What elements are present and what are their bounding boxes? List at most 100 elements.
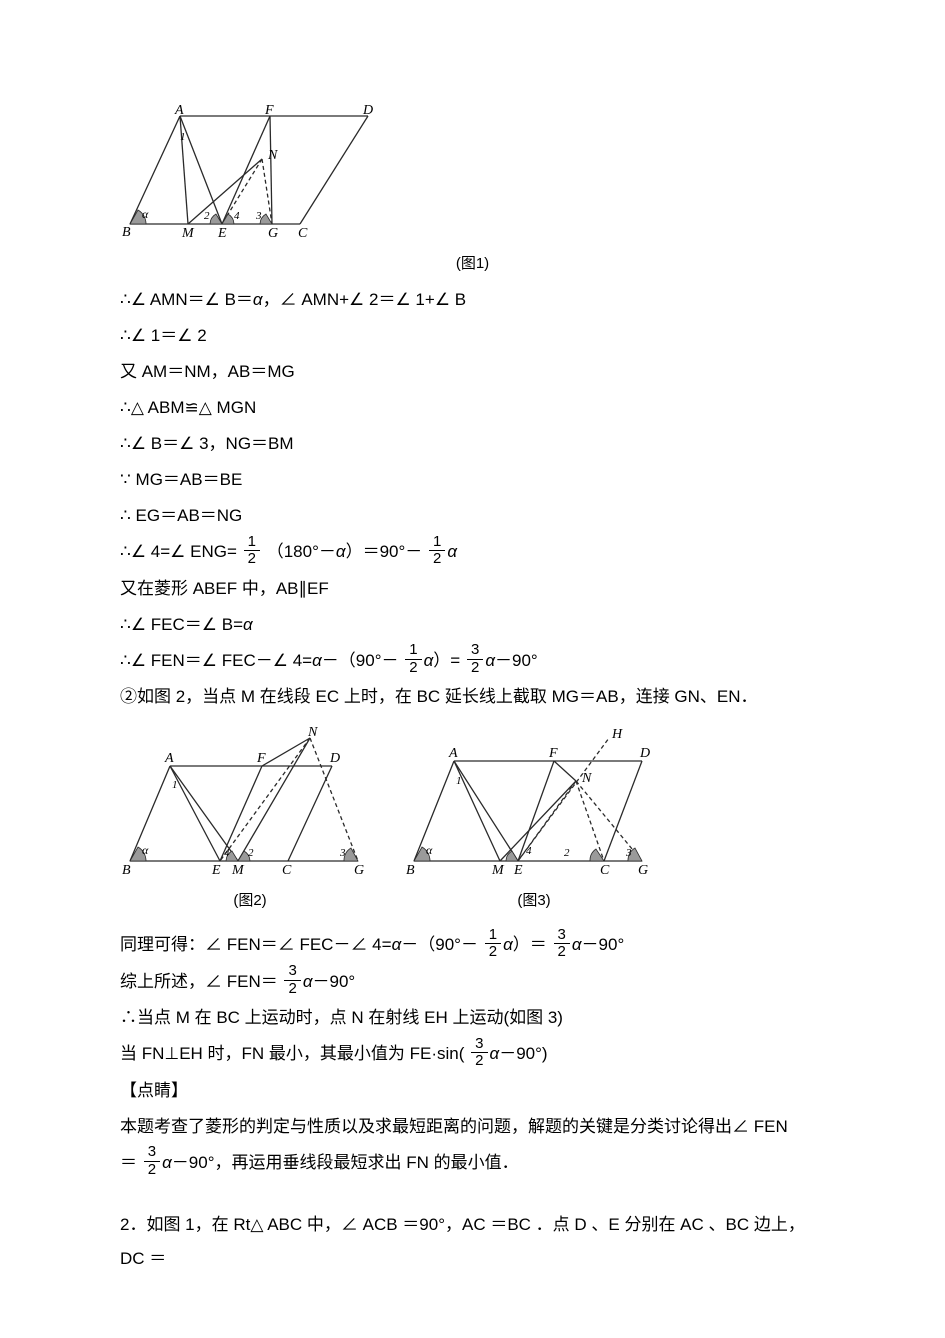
svg-text:E: E	[513, 863, 523, 876]
svg-text:H: H	[611, 727, 623, 742]
line-12: ②如图 2，当点 M 在线段 EC 上时，在 BC 延长线上截取 MG＝AB，连…	[120, 680, 825, 714]
alpha-9: α	[503, 935, 513, 954]
alpha-6: α	[424, 651, 434, 670]
line-11a: ∴∠ FEN＝∠ FEC－∠ 4=	[120, 651, 312, 670]
line-7: ∴ EG＝AB＝NG	[120, 499, 825, 533]
alpha-5: α	[312, 651, 322, 670]
frac-num: 1	[485, 927, 501, 945]
line-11b: －（90°－	[322, 651, 399, 670]
frac-num: 1	[429, 534, 445, 552]
frac-threehalf-3: 3 2	[284, 963, 300, 997]
alpha-13: α	[162, 1153, 172, 1172]
line-14: 综上所述，∠ FEN＝ 3 2 α－90°	[120, 965, 825, 1000]
alpha-8: α	[392, 935, 402, 954]
line-5: ∴∠ B＝∠ 3，NG＝BM	[120, 427, 825, 461]
line-13: 同理可得：∠ FEN＝∠ FEC－∠ 4=α－（90°－ 1 2 α）＝ 3 2…	[120, 928, 825, 963]
line-4: ∴△ ABM≌△ MGN	[120, 391, 825, 425]
frac-half-4: 1 2	[485, 927, 501, 961]
svg-text:A: A	[174, 104, 184, 118]
svg-text:4: 4	[526, 845, 532, 857]
line-10: ∴∠ FEC＝∠ B=α	[120, 608, 825, 642]
line-16b: －90°)	[499, 1044, 547, 1063]
frac-den: 2	[554, 944, 570, 961]
line-14b: －90°	[313, 972, 356, 991]
frac-half-1: 1 2	[244, 534, 260, 568]
alpha-3: α	[447, 542, 457, 561]
figure-1-svg: A F D N B M E G C α 1 2 3 4	[120, 104, 380, 239]
svg-text:D: D	[329, 751, 340, 766]
frac-num: 3	[467, 642, 483, 660]
line-14a: 综上所述，∠ FEN＝	[120, 972, 278, 991]
svg-text:D: D	[639, 746, 650, 761]
svg-text:B: B	[122, 225, 131, 239]
figure-3: A F D H N B M E C G α 1 2 3 4 (图3)	[404, 726, 664, 916]
line-6: ∵ MG＝AB＝BE	[120, 463, 825, 497]
line-8b: （180°－	[267, 542, 336, 561]
frac-den: 2	[244, 551, 260, 568]
svg-text:C: C	[600, 863, 610, 876]
svg-text:G: G	[354, 863, 364, 876]
svg-text:1: 1	[172, 779, 178, 791]
svg-text:B: B	[406, 863, 415, 876]
dianjing-label: 【点睛】	[120, 1074, 825, 1108]
frac-den: 2	[284, 981, 300, 998]
svg-text:M: M	[491, 863, 505, 876]
svg-text:2: 2	[564, 847, 570, 859]
line-3: 又 AM＝NM，AB＝MG	[120, 355, 825, 389]
line-8a: ∴∠ 4=∠ ENG=	[120, 542, 237, 561]
alpha-2: α	[336, 542, 346, 561]
svg-text:B: B	[122, 863, 131, 876]
alpha-7: α	[485, 651, 495, 670]
svg-text:4: 4	[234, 210, 240, 222]
alpha-12: α	[490, 1044, 500, 1063]
alpha-1: α	[253, 290, 263, 309]
svg-text:3: 3	[625, 847, 632, 859]
line-11d: －90°	[495, 651, 538, 670]
frac-den: 2	[144, 1162, 160, 1179]
frac-num: 1	[405, 642, 421, 660]
svg-text:E: E	[211, 863, 221, 876]
line-13a: 同理可得：∠ FEN＝∠ FEC－∠ 4=	[120, 935, 392, 954]
figure-2-svg: A F D N B E M C G α 1 2 3 4	[120, 726, 380, 876]
svg-text:D: D	[362, 104, 373, 118]
svg-text:G: G	[638, 863, 648, 876]
frac-num: 1	[244, 534, 260, 552]
svg-text:F: F	[548, 746, 558, 761]
frac-den: 2	[471, 1053, 487, 1070]
svg-text:C: C	[298, 226, 308, 239]
svg-text:E: E	[217, 226, 227, 239]
svg-text:G: G	[268, 226, 278, 239]
line-11: ∴∠ FEN＝∠ FEC－∠ 4=α－（90°－ 1 2 α）= 3 2 α－9…	[120, 644, 825, 679]
svg-text:N: N	[267, 148, 278, 163]
svg-text:3: 3	[255, 210, 262, 222]
svg-text:α: α	[142, 207, 149, 221]
frac-den: 2	[485, 944, 501, 961]
frac-den: 2	[405, 660, 421, 677]
svg-text:α: α	[142, 843, 149, 857]
dianjing-line-2: ＝ 3 2 α－90°，再运用垂线段最短求出 FN 的最小值．	[120, 1146, 825, 1181]
frac-half-2: 1 2	[429, 534, 445, 568]
figure-1-caption: (图1)	[120, 249, 825, 279]
frac-num: 3	[144, 1144, 160, 1162]
svg-text:α: α	[426, 843, 433, 857]
frac-half-3: 1 2	[405, 642, 421, 676]
line-1a: ∴∠ AMN＝∠ B＝	[120, 290, 253, 309]
svg-text:F: F	[256, 751, 266, 766]
svg-text:M: M	[231, 863, 245, 876]
svg-text:N: N	[581, 771, 592, 786]
line-9: 又在菱形 ABEF 中，AB∥EF	[120, 572, 825, 606]
frac-threehalf-1: 3 2	[467, 642, 483, 676]
line-8: ∴∠ 4=∠ ENG= 1 2 （180°－α）＝90°－ 1 2 α	[120, 535, 825, 570]
frac-threehalf-4: 3 2	[471, 1036, 487, 1070]
frac-num: 3	[284, 963, 300, 981]
frac-num: 3	[471, 1036, 487, 1054]
figure-3-caption: (图3)	[404, 886, 664, 916]
figure-3-svg: A F D H N B M E C G α 1 2 3 4	[404, 726, 664, 876]
figure-2: A F D N B E M C G α 1 2 3 4 (图2)	[120, 726, 380, 916]
question-2: 2．如图 1，在 Rt△ ABC 中，∠ ACB ＝90°，AC ＝BC ．点 …	[120, 1208, 825, 1276]
svg-text:N: N	[307, 726, 318, 740]
dj2a: ＝	[120, 1153, 137, 1172]
svg-text:2: 2	[248, 847, 254, 859]
svg-text:4: 4	[224, 847, 230, 859]
svg-text:1: 1	[180, 131, 186, 143]
